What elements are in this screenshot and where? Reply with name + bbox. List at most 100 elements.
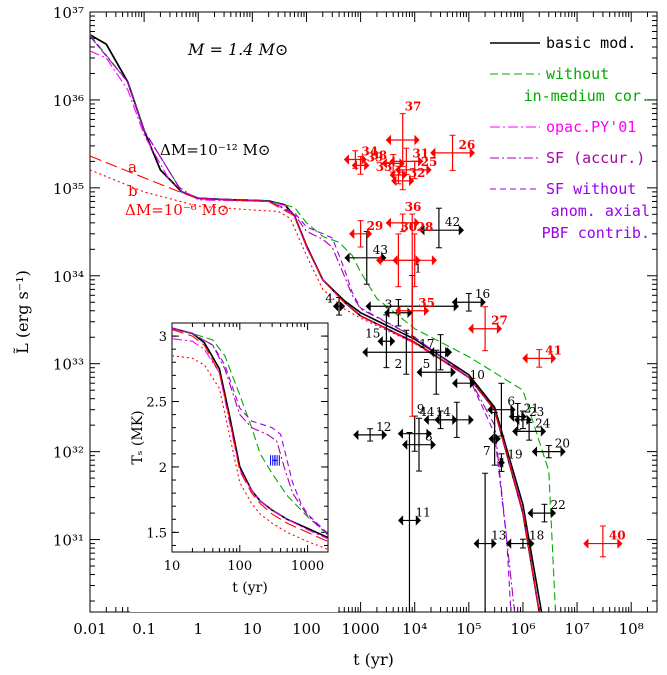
- source-16: 16: [451, 287, 490, 312]
- source-18: 18: [506, 529, 544, 549]
- arrowhead: [531, 446, 538, 457]
- source-41: 41: [522, 343, 562, 368]
- arrowhead: [395, 305, 401, 316]
- source-label: 5: [423, 357, 431, 371]
- y-tick-label: 10³⁴: [53, 268, 84, 286]
- arrowhead: [390, 336, 396, 347]
- x-tick-label: 10: [243, 620, 262, 638]
- source-label: 44: [419, 405, 435, 419]
- main-curves: [90, 34, 557, 612]
- arrowhead: [385, 217, 391, 229]
- dm-heavy-annotation: ΔM=10⁻⁶ M⊙: [125, 201, 229, 219]
- arrowhead: [416, 367, 422, 378]
- inset-x-axis-label: t (yr): [232, 580, 268, 596]
- arrowhead: [362, 347, 368, 358]
- arrowhead: [332, 301, 339, 312]
- legend-text: SF (accur.): [546, 149, 645, 167]
- source-40: 40: [583, 525, 626, 558]
- source-label: 36: [405, 200, 422, 214]
- source-label: 9: [417, 402, 425, 416]
- source-32: 32: [391, 166, 425, 191]
- source-6: 6: [487, 382, 516, 437]
- arrowhead: [458, 224, 464, 236]
- source-4: 4: [325, 291, 346, 316]
- source-label: 18: [529, 529, 544, 543]
- main-frame: [89, 11, 658, 613]
- source-label: 37: [405, 100, 422, 114]
- arrowhead: [339, 301, 346, 312]
- source-29: 29: [349, 219, 383, 248]
- source-15: 15: [365, 314, 396, 369]
- source-13: 13: [473, 472, 506, 612]
- observations: 1234567891011121314151617181920212223244…: [325, 100, 626, 612]
- arrowhead: [402, 439, 408, 450]
- arrowhead: [508, 411, 515, 422]
- source-20: 20: [531, 437, 570, 459]
- source-42: 42: [419, 207, 464, 249]
- legend-entry-without-in-medium-cor-: without in-medium cor.: [490, 65, 650, 105]
- arrowhead: [381, 429, 388, 441]
- source-label: 17: [419, 337, 434, 351]
- curve-a: [90, 155, 540, 612]
- source-label: 20: [555, 437, 570, 451]
- arrowhead: [428, 347, 435, 358]
- source-44: 44: [419, 405, 458, 430]
- inset-y-axis-label: Tₛ (MK): [130, 410, 146, 464]
- arrowhead: [469, 378, 476, 389]
- arrowhead: [407, 307, 413, 318]
- source-27: 27: [468, 306, 508, 352]
- inset-y-tick-label: 3: [159, 330, 167, 345]
- y-tick-label: 10³²: [53, 444, 84, 462]
- legend-text: anom. axial: [551, 202, 650, 220]
- arrowhead: [385, 134, 391, 146]
- curve-b: [90, 169, 540, 612]
- arrowhead: [381, 158, 387, 169]
- arrowhead: [419, 224, 425, 236]
- x-tick-label: 1000: [341, 620, 379, 638]
- legend-text: PBF contrib.: [542, 224, 650, 242]
- source-34: 34: [343, 145, 378, 169]
- source-38: 38: [370, 148, 405, 173]
- arrowhead: [527, 507, 533, 519]
- arrowhead: [344, 252, 350, 264]
- arrowhead: [353, 429, 359, 441]
- arrowhead: [415, 515, 421, 526]
- arrowhead: [583, 538, 589, 549]
- arrowhead: [351, 160, 357, 171]
- source-label: 39: [367, 150, 384, 164]
- y-tick-label: 10³¹: [53, 532, 84, 550]
- arrowhead: [540, 426, 547, 437]
- source-31: 31: [389, 146, 429, 176]
- inset-curve-sf-without-anom-axial-pbf-contrib-: [172, 327, 328, 535]
- source-label: 25: [421, 155, 438, 169]
- arrowhead: [376, 255, 382, 266]
- legend-text: opac.PY'01: [546, 118, 636, 136]
- source-26: 26: [430, 134, 475, 171]
- source-43: 43: [344, 230, 388, 285]
- x-axis-label: t (yr): [353, 650, 394, 669]
- arrowhead: [487, 404, 493, 415]
- arrowhead: [451, 297, 458, 308]
- source-10: 10: [452, 368, 485, 389]
- arrowhead: [343, 154, 350, 165]
- source-label: 2: [395, 357, 403, 371]
- source-label: 42: [445, 215, 460, 229]
- arrowhead: [397, 428, 403, 439]
- arrowhead: [430, 147, 436, 159]
- arrowhead: [617, 538, 623, 549]
- source-label: 10: [470, 368, 485, 382]
- x-tick-label: 10⁸: [619, 620, 644, 638]
- arrowhead: [423, 305, 430, 316]
- legend-entry-sf-without-anom-axial-pbf-contrib-: SF without anom. axial PBF contrib.: [490, 180, 650, 242]
- annotations: M = 1.4 M⊙ ΔM=10⁻¹² M⊙ ΔM=10⁻⁶ M⊙ a b: [125, 40, 288, 219]
- arrowhead: [496, 323, 503, 334]
- x-tick-label: 0.1: [132, 620, 156, 638]
- inset-y-tick-label: 2: [159, 461, 167, 476]
- inset-curve-opac-py-01: [172, 338, 328, 540]
- x-tick-label: 10⁷: [565, 620, 590, 638]
- source-label: 14: [436, 405, 452, 419]
- source-label: 8: [425, 430, 433, 444]
- arrowhead: [450, 367, 456, 378]
- legend-entry-opac-py-01: opac.PY'01: [490, 118, 636, 136]
- legend-text: without: [546, 65, 609, 83]
